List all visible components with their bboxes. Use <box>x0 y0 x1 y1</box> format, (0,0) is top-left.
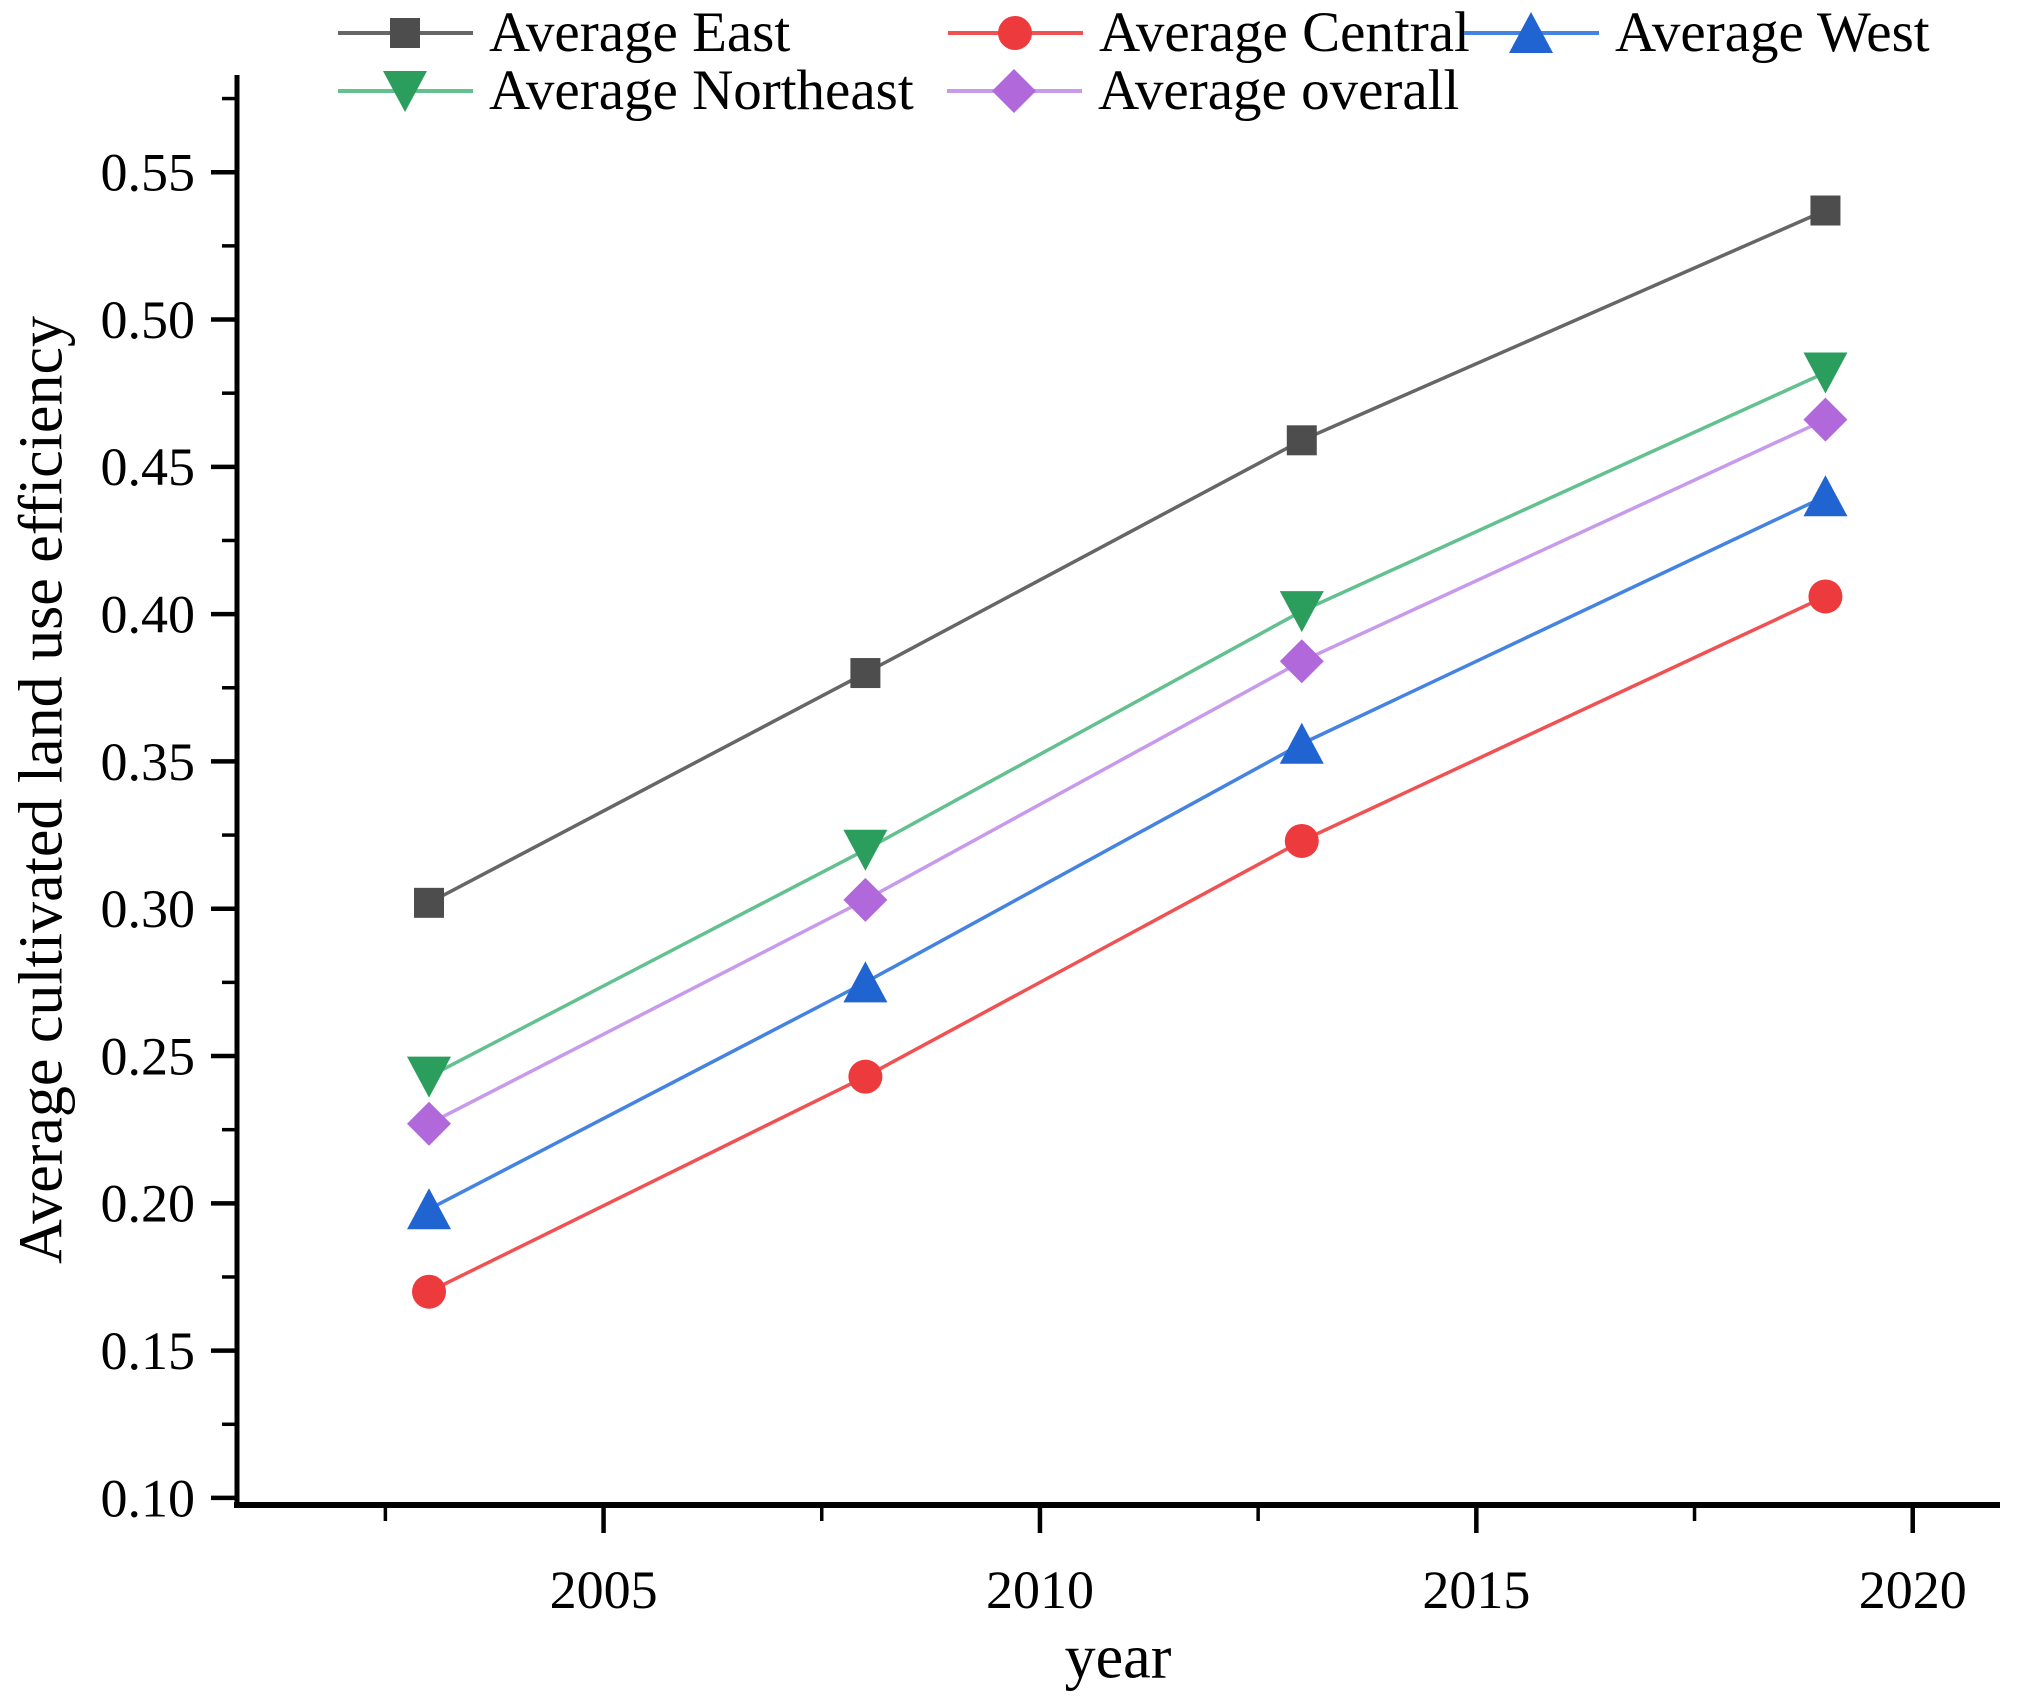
data-point-marker-average-central <box>1808 579 1843 614</box>
series-line-average-east <box>428 208 1827 905</box>
data-point-marker-average-northeast <box>1279 591 1324 633</box>
triangle-down-marker-icon <box>383 71 427 112</box>
data-point-marker-average-east <box>1286 425 1317 456</box>
y-tick-label: 0.20 <box>101 1174 196 1234</box>
data-point-marker-average-central <box>1284 823 1319 858</box>
square-legend-icon <box>338 18 473 48</box>
series-line-average-west <box>428 494 1827 1211</box>
legend-label: Average East <box>489 1 791 64</box>
y-tick-label: 0.40 <box>101 584 196 644</box>
data-point-marker-average-northeast <box>843 829 888 871</box>
y-tick-label: 0.35 <box>101 732 196 792</box>
data-point-marker-average-west <box>843 961 888 1003</box>
y-tick-label: 0.50 <box>101 290 196 350</box>
data-point-marker-average-central <box>412 1274 447 1309</box>
data-point-marker-average-overall <box>1803 397 1848 442</box>
data-point-marker-average-east <box>414 887 445 918</box>
data-point-marker-average-overall <box>407 1101 452 1146</box>
y-tick-label: 0.45 <box>101 437 196 497</box>
x-tick-label: 2005 <box>550 1560 658 1620</box>
data-point-marker-average-east <box>850 658 881 689</box>
legend-label: Average Central <box>1099 1 1470 64</box>
data-point-marker-average-east <box>1810 195 1841 226</box>
data-point-marker-average-west <box>1279 722 1324 764</box>
diamond-legend-icon <box>947 69 1082 113</box>
legend-label: Average overall <box>1098 59 1460 122</box>
data-point-marker-average-overall <box>1279 639 1324 684</box>
triangle-down-legend-icon <box>338 71 473 112</box>
legend-label: Average Northeast <box>489 59 914 122</box>
x-tick-label: 2020 <box>1859 1560 1967 1620</box>
legend-item-average-west[interactable]: Average West <box>1464 4 1930 62</box>
series-line-average-central <box>428 594 1827 1294</box>
series-line-average-northeast <box>428 370 1827 1079</box>
legend-item-average-east[interactable]: Average East <box>338 4 790 62</box>
y-tick-label: 0.15 <box>101 1321 196 1381</box>
data-point-marker-average-central <box>848 1059 883 1094</box>
y-tick-label: 0.30 <box>101 879 196 939</box>
data-point-marker-average-west <box>1803 475 1848 517</box>
data-point-marker-average-west <box>407 1188 452 1230</box>
circle-legend-icon <box>948 16 1083 50</box>
diamond-marker-icon <box>992 69 1036 113</box>
circle-marker-icon <box>998 16 1032 50</box>
y-tick-label: 0.25 <box>101 1026 196 1086</box>
data-point-marker-average-northeast <box>1803 352 1848 394</box>
triangle-up-legend-icon <box>1464 12 1599 53</box>
x-tick-label: 2010 <box>986 1560 1094 1620</box>
legend-item-average-central[interactable]: Average Central <box>948 4 1470 62</box>
triangle-up-marker-icon <box>1509 12 1553 53</box>
legend-item-average-overall[interactable]: Average overall <box>947 62 1459 120</box>
y-tick-label: 0.55 <box>101 143 196 203</box>
square-marker-icon <box>390 18 420 48</box>
data-point-marker-average-overall <box>843 877 888 922</box>
data-point-marker-average-northeast <box>407 1056 452 1098</box>
legend-label: Average West <box>1615 1 1930 64</box>
legend-item-average-northeast[interactable]: Average Northeast <box>338 62 914 120</box>
y-tick-label: 0.10 <box>101 1468 196 1528</box>
y-axis-title: Average cultivated land use efficiency <box>7 316 76 1264</box>
x-axis-title: year <box>1064 1623 1172 1692</box>
x-tick-label: 2015 <box>1422 1560 1530 1620</box>
series-line-average-overall <box>428 418 1827 1126</box>
